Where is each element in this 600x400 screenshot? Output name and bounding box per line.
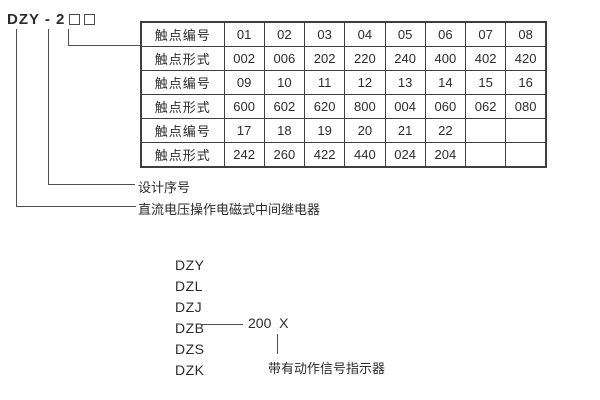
table-cell: 04	[344, 21, 386, 47]
table-cell	[505, 118, 547, 143]
design-serial-label: 设计序号	[138, 180, 191, 195]
table-cell: 202	[303, 46, 346, 71]
table-cell: 01	[223, 21, 265, 47]
table-row-label: 触点编号	[140, 70, 225, 95]
table-cell: 006	[263, 46, 306, 71]
suffix-connector-line	[277, 334, 278, 354]
table-cell: 600	[223, 94, 265, 119]
table-cell: 240	[384, 46, 426, 71]
table-cell: 062	[464, 94, 507, 119]
contact-spec-table: 触点编号 01 02 03 04 05 06 07 08 触点形式 002 00…	[140, 21, 547, 168]
leader-line-contact-table	[68, 29, 141, 46]
table-cell: 16	[505, 70, 547, 95]
table-cell: 422	[303, 142, 346, 168]
table-row: 触点形式 600 602 620 800 004 060 062 080	[140, 94, 547, 119]
table-cell: 080	[505, 94, 547, 119]
table-cell	[464, 118, 507, 143]
model-code: DZY - 2	[7, 10, 96, 28]
table-cell: 10	[263, 70, 306, 95]
table-cell: 21	[384, 118, 426, 143]
table-cell: 05	[384, 21, 426, 47]
model-list-item-dzk: DZK	[175, 362, 205, 378]
table-row: 触点编号 01 02 03 04 05 06 07 08	[140, 21, 547, 47]
table-cell: 220	[344, 46, 386, 71]
table-cell: 420	[505, 46, 547, 71]
table-cell: 17	[223, 118, 265, 143]
table-cell: 15	[464, 70, 507, 95]
table-cell: 242	[223, 142, 265, 168]
table-cell: 03	[303, 21, 346, 47]
placeholder-box-icon	[69, 13, 81, 25]
model-code-text: DZY - 2	[7, 10, 66, 28]
dzb-value: 200	[248, 315, 272, 331]
table-cell: 402	[464, 46, 507, 71]
table-cell: 440	[344, 142, 386, 168]
model-list-item-dzl: DZL	[175, 278, 203, 294]
table-cell: 12	[344, 70, 386, 95]
table-row: 触点编号 17 18 19 20 21 22	[140, 118, 547, 143]
model-list-item-dzb: DZB	[175, 320, 205, 336]
table-cell: 002	[223, 46, 265, 71]
dzb-connector-line	[200, 324, 243, 325]
model-list-item-dzj: DZJ	[175, 299, 203, 315]
table-cell: 19	[303, 118, 346, 143]
placeholder-box-icon	[84, 13, 96, 25]
table-row-label: 触点形式	[140, 94, 225, 119]
table-cell: 060	[424, 94, 467, 119]
table-cell: 18	[263, 118, 306, 143]
table-cell: 800	[344, 94, 386, 119]
table-cell: 06	[424, 21, 467, 47]
model-list-item-dzs: DZS	[175, 341, 205, 357]
table-row-label: 触点形式	[140, 46, 225, 71]
table-cell: 11	[303, 70, 346, 95]
table-cell: 260	[263, 142, 306, 168]
leader-line-design-serial	[48, 29, 135, 185]
table-row-label: 触点编号	[140, 21, 225, 47]
table-cell: 14	[424, 70, 467, 95]
table-cell: 07	[464, 21, 507, 47]
table-row: 触点编号 09 10 11 12 13 14 15 16	[140, 70, 547, 95]
table-cell: 02	[263, 21, 306, 47]
table-cell: 024	[384, 142, 426, 168]
table-cell: 20	[344, 118, 386, 143]
leader-line-relay-type	[16, 29, 136, 207]
suffix-note-label: 带有动作信号指示器	[268, 361, 386, 376]
table-cell: 13	[384, 70, 426, 95]
table-cell: 09	[223, 70, 265, 95]
table-cell: 602	[263, 94, 306, 119]
table-row: 触点形式 002 006 202 220 240 400 402 420	[140, 46, 547, 71]
dzb-value-group: 200 X	[248, 315, 288, 331]
dzb-suffix: X	[279, 315, 289, 331]
table-row-label: 触点形式	[140, 142, 225, 168]
table-cell	[505, 142, 547, 168]
table-cell: 08	[505, 21, 547, 47]
table-cell: 400	[424, 46, 467, 71]
table-cell: 22	[424, 118, 467, 143]
relay-type-label: 直流电压操作电磁式中间继电器	[138, 202, 321, 217]
table-cell: 620	[303, 94, 346, 119]
table-row: 触点形式 242 260 422 440 024 204	[140, 142, 547, 168]
table-row-label: 触点编号	[140, 118, 225, 143]
table-cell: 004	[384, 94, 426, 119]
model-list-item-dzy: DZY	[175, 257, 205, 273]
table-cell: 204	[424, 142, 467, 168]
table-cell	[464, 142, 507, 168]
